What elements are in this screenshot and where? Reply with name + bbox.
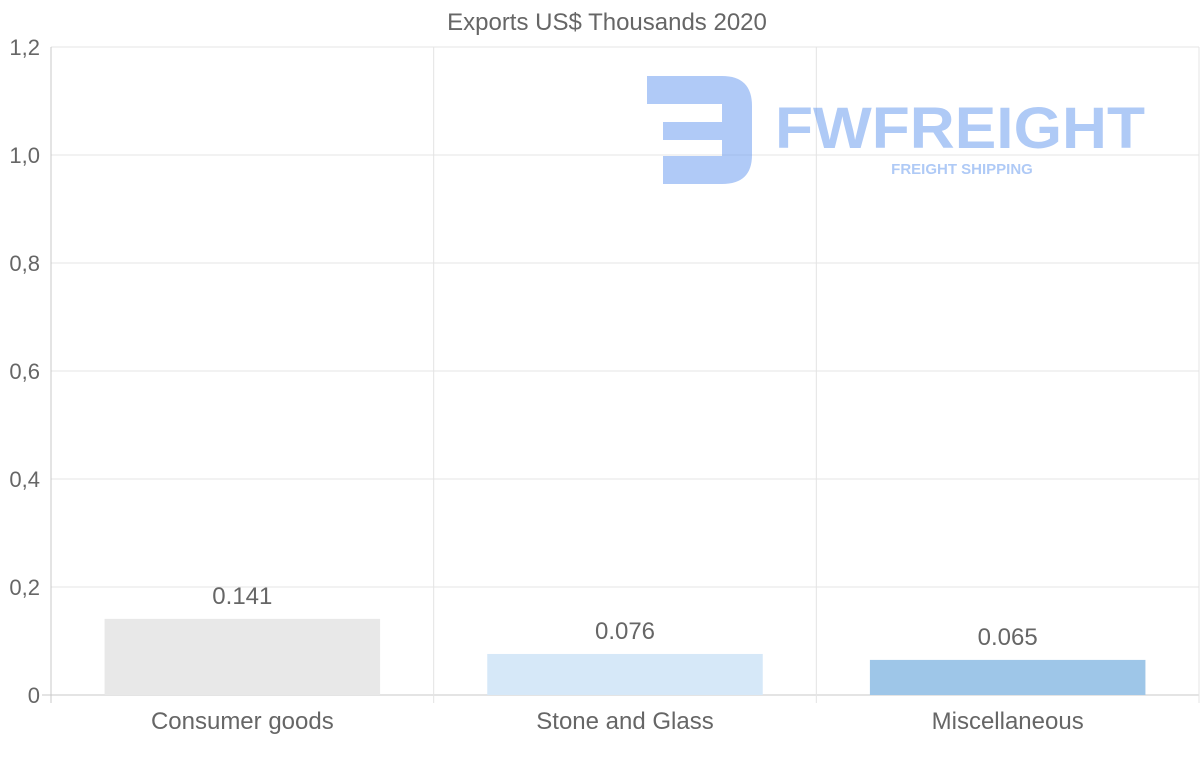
y-tick-label: 0,4 <box>9 467 40 492</box>
bar-value-label: 0.141 <box>212 583 272 610</box>
bar <box>487 653 763 695</box>
y-tick-label: 1,2 <box>9 35 40 60</box>
bar-value-label: 0.065 <box>978 624 1038 651</box>
y-tick-label: 1,0 <box>9 143 40 168</box>
bars <box>104 618 1146 695</box>
chart-title: Exports US$ Thousands 2020 <box>447 9 767 36</box>
watermark-logo: FWFREIGHT FREIGHT SHIPPING <box>647 76 1145 184</box>
watermark-tagline: FREIGHT SHIPPING <box>891 161 1033 178</box>
x-axis-labels: Consumer goods Stone and Glass Miscellaneo… <box>151 708 1084 735</box>
x-tick-label: Miscellaneous <box>932 708 1084 735</box>
watermark-brand: FWFREIGHT <box>775 96 1145 161</box>
y-tick-label: 0,6 <box>9 359 40 384</box>
y-tick-label: 0,8 <box>9 251 40 276</box>
logo-mark-icon <box>647 76 752 184</box>
gridlines <box>42 46 1200 703</box>
bar-value-label: 0.076 <box>595 618 655 645</box>
bar <box>104 618 381 695</box>
y-tick-label: 0 <box>28 683 40 708</box>
bar <box>869 659 1146 695</box>
x-tick-label: Stone and Glass <box>536 708 713 735</box>
y-axis-ticks: 0 0,2 0,4 0,6 0,8 1,0 1,2 <box>9 35 40 708</box>
x-tick-label: Consumer goods <box>151 708 334 735</box>
value-labels: 0.141 0.076 0.065 <box>212 583 1037 651</box>
y-tick-label: 0,2 <box>9 575 40 600</box>
